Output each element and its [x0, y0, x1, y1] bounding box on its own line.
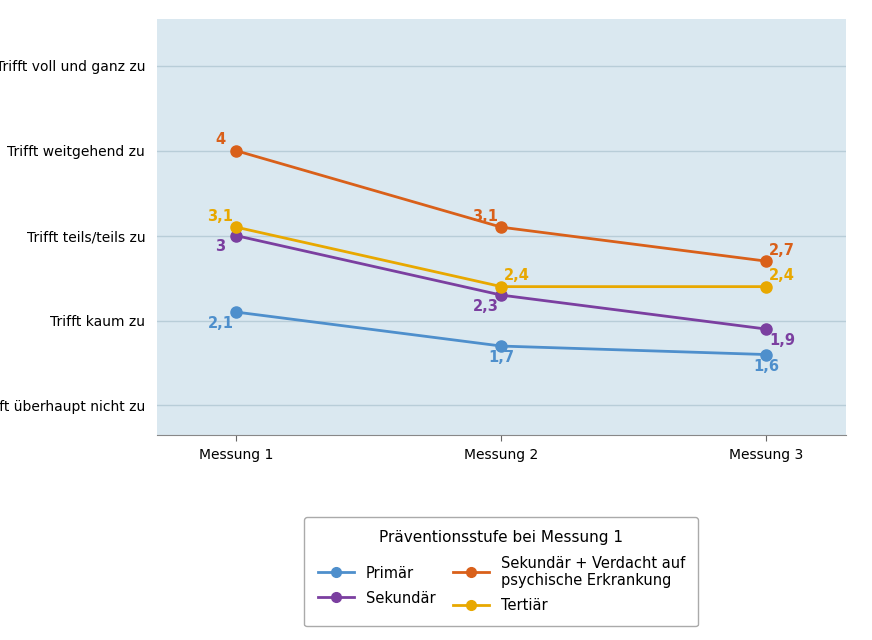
Text: 2,4: 2,4	[504, 268, 530, 283]
Text: 3,1: 3,1	[208, 209, 234, 223]
Text: 2,7: 2,7	[769, 243, 795, 258]
Text: 1,6: 1,6	[753, 359, 780, 374]
Text: 3,1: 3,1	[473, 209, 499, 223]
Text: 3: 3	[215, 239, 226, 254]
Text: 2,3: 2,3	[473, 299, 499, 314]
Legend: Primär, Sekundär, Sekundär + Verdacht auf
psychische Erkrankung, Tertiär: Primär, Sekundär, Sekundär + Verdacht au…	[304, 517, 698, 627]
Text: 1,9: 1,9	[769, 333, 795, 348]
Text: 2,1: 2,1	[208, 316, 234, 331]
Text: 1,7: 1,7	[488, 351, 514, 365]
Text: 2,4: 2,4	[769, 268, 795, 283]
Text: 4: 4	[215, 132, 226, 147]
